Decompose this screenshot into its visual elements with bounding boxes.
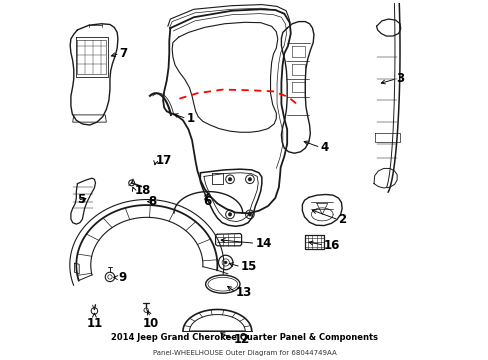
Circle shape (143, 308, 148, 312)
Circle shape (91, 308, 98, 314)
Text: 1: 1 (186, 112, 194, 125)
Text: 11: 11 (86, 318, 102, 330)
Text: 6: 6 (203, 195, 211, 208)
Text: 18: 18 (134, 184, 150, 197)
Text: 4: 4 (320, 141, 328, 154)
Text: 7: 7 (120, 47, 127, 60)
Text: 15: 15 (241, 260, 257, 273)
Text: 8: 8 (148, 195, 157, 208)
Text: 17: 17 (156, 154, 172, 167)
Text: 2014 Jeep Grand Cherokee Quarter Panel & Components: 2014 Jeep Grand Cherokee Quarter Panel &… (111, 333, 377, 342)
Text: 16: 16 (324, 239, 340, 252)
Text: 12: 12 (233, 333, 249, 346)
Circle shape (247, 212, 251, 216)
Circle shape (228, 177, 231, 181)
Circle shape (247, 177, 251, 181)
Text: 9: 9 (118, 271, 126, 284)
Text: 14: 14 (255, 237, 271, 250)
Text: 2: 2 (338, 213, 346, 226)
Circle shape (128, 180, 134, 186)
Text: Panel-WHEELHOUSE Outer Diagram for 68044749AA: Panel-WHEELHOUSE Outer Diagram for 68044… (152, 350, 336, 356)
Text: 5: 5 (77, 193, 85, 206)
Text: 3: 3 (396, 72, 404, 85)
Circle shape (105, 272, 114, 282)
Text: 10: 10 (142, 318, 158, 330)
Text: 13: 13 (235, 285, 251, 299)
Circle shape (224, 261, 226, 264)
Circle shape (228, 212, 231, 216)
